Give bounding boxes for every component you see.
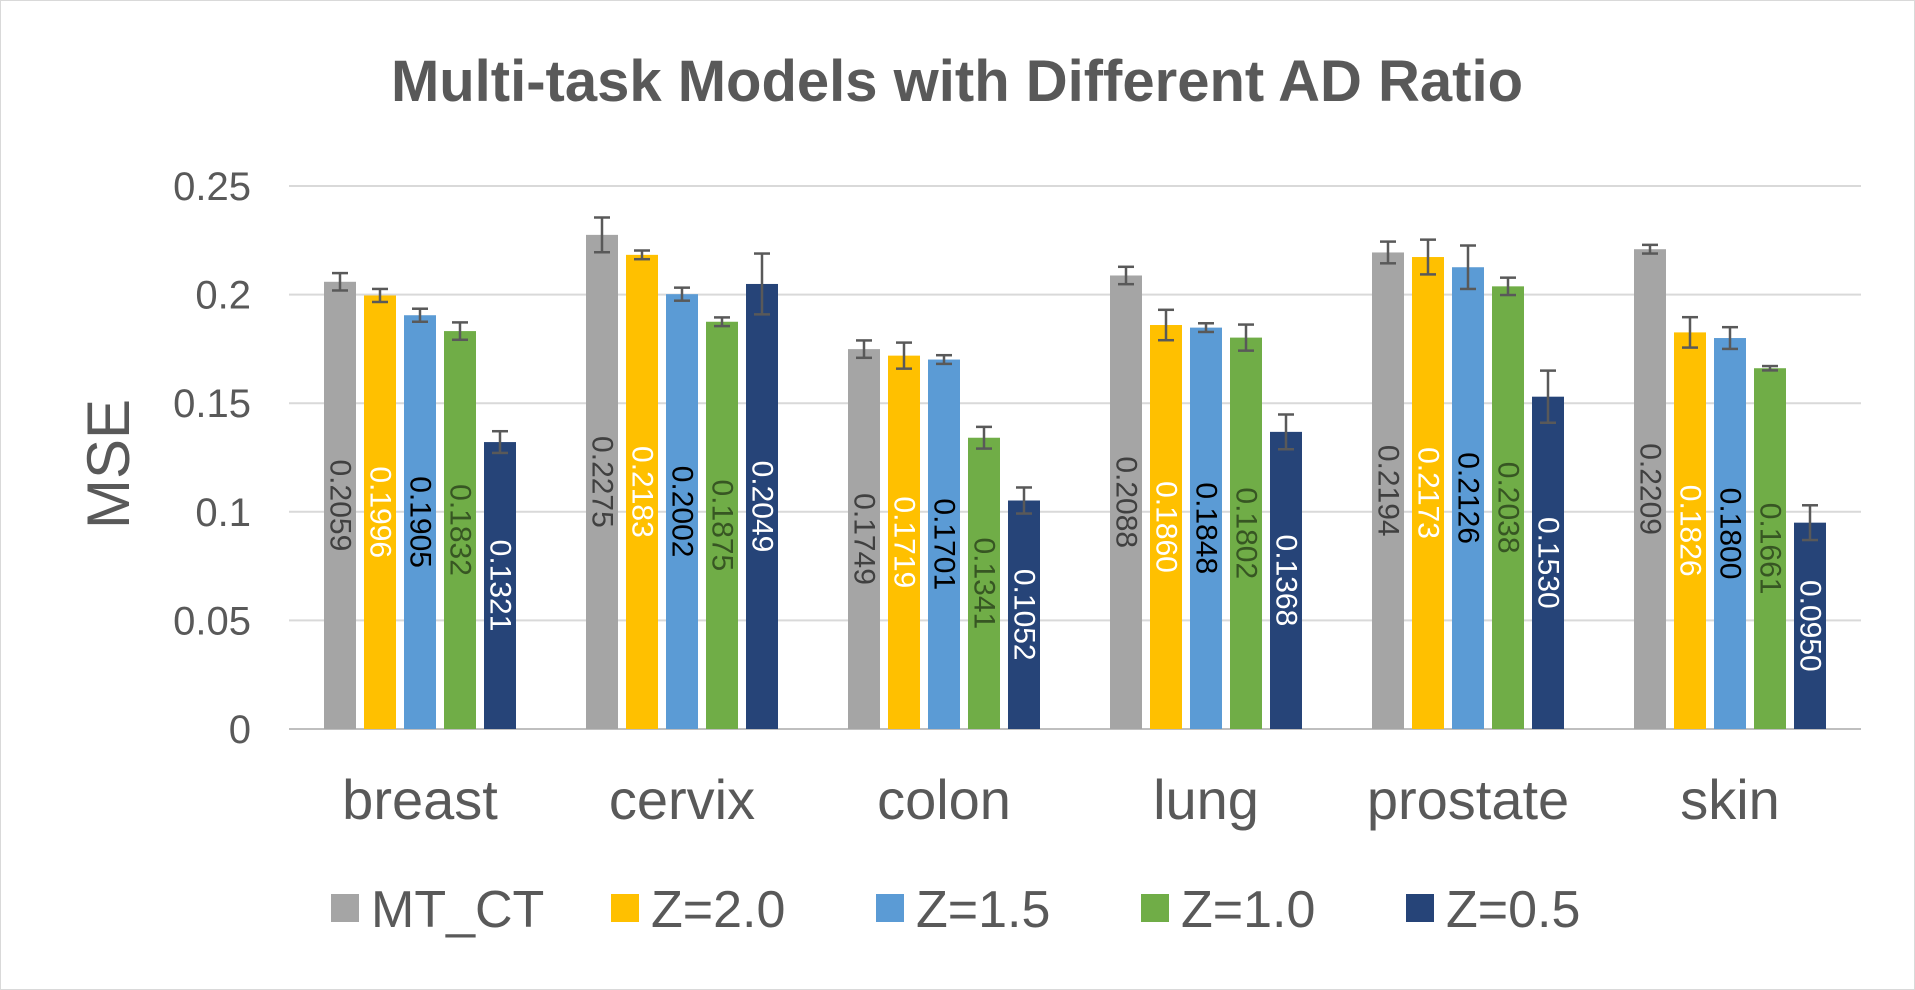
bar: [1190, 327, 1222, 729]
bar: [1110, 275, 1142, 729]
data-label: 0.1826: [1674, 485, 1707, 577]
x-tick-label: breast: [342, 768, 498, 831]
bar: [1230, 337, 1262, 729]
legend-swatch: [331, 894, 359, 922]
bar: [1532, 396, 1564, 729]
data-label: 0.1321: [484, 540, 517, 632]
bar: [1412, 257, 1444, 729]
bar: [888, 355, 920, 729]
y-tick-labels: 0 0.05 0.1 0.15 0.2 0.25: [173, 165, 251, 752]
y-tick-label: 0.25: [173, 165, 251, 209]
y-axis-label: MSE: [75, 399, 142, 529]
legend-label: Z=0.5: [1446, 881, 1580, 939]
data-label: 0.2002: [666, 466, 699, 558]
y-tick-label: 0: [229, 708, 251, 752]
grid-lines: [289, 185, 1861, 730]
legend-label: MT_CT: [371, 881, 544, 939]
x-tick-label: skin: [1680, 768, 1780, 831]
data-label: 0.2059: [324, 460, 357, 552]
error-bars: [332, 216, 1818, 542]
data-label: 0.1719: [888, 496, 921, 588]
chart-title: Multi-task Models with Different AD Rati…: [391, 49, 1523, 114]
bar: [1714, 338, 1746, 729]
data-label: 0.1368: [1270, 535, 1303, 627]
data-label: 0.2194: [1372, 445, 1405, 537]
legend: MT_CT Z=2.0 Z=1.5 Z=1.0 Z=0.5: [331, 881, 1580, 939]
data-label: 0.1341: [968, 537, 1001, 629]
bar: [1150, 325, 1182, 729]
bar: [968, 437, 1000, 729]
y-tick-label: 0.2: [195, 274, 251, 318]
data-label: 0.2038: [1492, 462, 1525, 554]
legend-swatch: [611, 894, 639, 922]
legend-swatch: [1406, 894, 1434, 922]
legend-swatch: [876, 894, 904, 922]
y-tick-label: 0.1: [195, 491, 251, 535]
data-label: 0.1661: [1754, 503, 1787, 595]
data-label: 0.1860: [1150, 481, 1183, 573]
bar: [586, 234, 618, 729]
bar: [848, 349, 880, 729]
bar: [746, 283, 778, 729]
x-tick-label: lung: [1153, 768, 1259, 831]
data-label: 0.1996: [364, 466, 397, 558]
data-label: 0.1848: [1190, 482, 1223, 574]
bar: [1674, 332, 1706, 729]
data-label: 0.1800: [1714, 488, 1747, 580]
data-label: 0.1701: [928, 498, 961, 590]
data-label: 0.1802: [1230, 487, 1263, 579]
data-label: 0.1875: [706, 479, 739, 571]
bar: [1754, 368, 1786, 729]
bar: [1270, 431, 1302, 729]
bar: [444, 331, 476, 729]
bar: [706, 321, 738, 729]
legend-swatch: [1141, 894, 1169, 922]
data-label: 0.2183: [626, 446, 659, 538]
x-tick-label: cervix: [609, 768, 755, 831]
bar: [1452, 267, 1484, 729]
bar: [666, 294, 698, 729]
data-label: 0.1905: [404, 476, 437, 568]
x-tick-labels: breast cervix colon lung prostate skin: [342, 768, 1780, 831]
bar: [1008, 500, 1040, 729]
data-label: 0.1052: [1008, 569, 1041, 661]
bar: [1492, 286, 1524, 729]
data-label: 0.0950: [1794, 580, 1827, 672]
bar: [324, 281, 356, 729]
data-label: 0.2088: [1110, 456, 1143, 548]
x-tick-label: colon: [877, 768, 1011, 831]
bar: [928, 359, 960, 729]
x-tick-label: prostate: [1367, 768, 1569, 831]
data-label: 0.2049: [746, 461, 779, 553]
bar: [626, 254, 658, 729]
legend-label: Z=1.0: [1181, 881, 1315, 939]
bars: [324, 234, 1826, 729]
data-label: 0.2126: [1452, 452, 1485, 544]
data-label: 0.1832: [444, 484, 477, 576]
data-label: 0.2173: [1412, 447, 1445, 539]
y-tick-label: 0.15: [173, 382, 251, 426]
bar: [484, 442, 516, 729]
bar: [1372, 252, 1404, 729]
bar: [404, 315, 436, 729]
bar: [1794, 522, 1826, 729]
data-label: 0.1749: [848, 493, 881, 585]
bar: [1634, 249, 1666, 729]
bar: [364, 295, 396, 729]
legend-label: Z=1.5: [916, 881, 1050, 939]
legend-label: Z=2.0: [651, 881, 785, 939]
data-label: 0.2209: [1634, 443, 1667, 535]
data-label: 0.1530: [1532, 517, 1565, 609]
y-tick-label: 0.05: [173, 599, 251, 643]
data-label: 0.2275: [586, 436, 619, 528]
